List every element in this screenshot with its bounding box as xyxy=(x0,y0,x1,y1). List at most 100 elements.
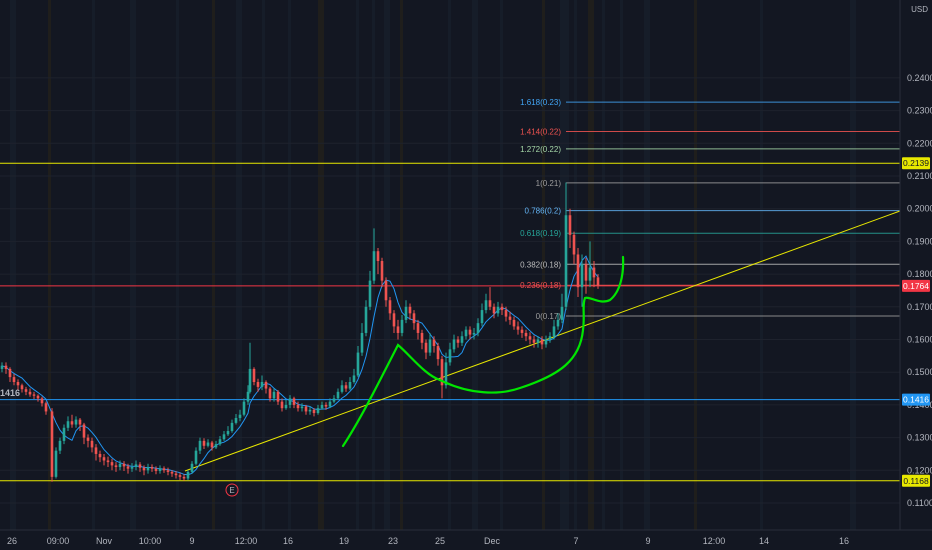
candle-body xyxy=(166,470,170,472)
time-axis[interactable] xyxy=(0,529,932,550)
candle-body xyxy=(324,404,328,407)
candle-body xyxy=(428,339,432,353)
candle-body xyxy=(24,389,28,392)
candle-body xyxy=(412,313,416,324)
candle-body xyxy=(186,471,190,479)
y-tick-label: 0.1200 xyxy=(907,465,932,475)
session-band xyxy=(176,0,179,530)
session-band xyxy=(644,0,650,530)
candle-body xyxy=(134,464,138,468)
candle-body xyxy=(404,306,408,320)
session-band xyxy=(760,0,763,530)
session-band xyxy=(10,0,16,530)
candle-body xyxy=(122,463,126,467)
candle-body xyxy=(70,421,74,425)
candle-body xyxy=(452,339,456,350)
session-band xyxy=(472,0,478,530)
fib-level-label: 0.382(0.18) xyxy=(520,260,561,269)
candle-body xyxy=(464,329,468,337)
candle-body xyxy=(138,464,142,468)
x-tick-label: 12:00 xyxy=(703,536,726,546)
candle-body xyxy=(592,267,596,278)
candle-body xyxy=(376,251,380,262)
fib-level-label: 0.236(0.18) xyxy=(520,281,561,290)
y-tick-label: 0.1100 xyxy=(907,498,932,508)
candle-body xyxy=(182,476,186,479)
candle-body xyxy=(528,336,532,340)
candle-body xyxy=(238,414,242,418)
x-tick-label: 16 xyxy=(283,536,293,546)
candle-body xyxy=(280,401,284,409)
candle-body xyxy=(504,310,508,317)
session-band xyxy=(560,0,566,530)
price-badge xyxy=(902,474,930,487)
candle-body xyxy=(8,368,12,378)
session-band xyxy=(288,0,291,530)
session-band xyxy=(694,0,697,530)
currency-label: USD xyxy=(911,5,928,14)
x-tick-label: 10:00 xyxy=(139,536,162,546)
candle-body xyxy=(50,411,54,477)
fib-level-label: 1.618(0.23) xyxy=(520,98,561,107)
candle-body xyxy=(90,440,94,448)
fib-level-label: 1(0.21) xyxy=(536,179,562,188)
candle-body xyxy=(380,261,384,281)
candle-body xyxy=(158,468,162,471)
candle-body xyxy=(276,391,280,402)
candle-body xyxy=(368,280,372,307)
candle-body xyxy=(560,306,564,320)
candle-body xyxy=(130,467,134,469)
candle-body xyxy=(162,468,166,471)
session-band xyxy=(318,0,324,530)
candle-body xyxy=(388,300,392,314)
candle-body xyxy=(448,349,452,363)
candle-body xyxy=(564,215,568,307)
x-tick-label: 23 xyxy=(388,536,398,546)
session-band xyxy=(588,0,594,530)
price-axis[interactable] xyxy=(899,0,932,530)
candle-body xyxy=(284,404,288,409)
candle-body xyxy=(118,463,122,468)
candle-body xyxy=(460,336,464,343)
session-band xyxy=(566,0,569,530)
candle-body xyxy=(218,439,222,445)
candle-body xyxy=(496,306,500,314)
candle-body xyxy=(400,319,404,333)
candle-body xyxy=(194,450,198,464)
candle-body xyxy=(222,434,226,440)
event-marker-label: E xyxy=(229,486,234,495)
candle-body xyxy=(596,277,600,286)
y-tick-label: 0.2300 xyxy=(907,106,932,116)
candle-body xyxy=(178,475,182,477)
candle-body xyxy=(520,329,524,333)
candle-body xyxy=(146,467,150,471)
candle-body xyxy=(548,336,552,340)
event-marker[interactable]: E xyxy=(225,483,239,497)
candle-body xyxy=(260,382,264,387)
session-band xyxy=(400,0,403,530)
price-badge-label: 0.2139 xyxy=(903,158,929,168)
candle-body xyxy=(356,352,360,376)
candle-body xyxy=(198,440,202,451)
candle-body xyxy=(226,431,230,435)
candle-body xyxy=(154,468,158,471)
price-badge-label: 0.1168 xyxy=(903,476,929,486)
candle-body xyxy=(416,323,420,333)
candle-body xyxy=(540,339,544,345)
y-tick-label: 0.1500 xyxy=(907,367,932,377)
y-tick-label: 0.1600 xyxy=(907,335,932,345)
time-axis-ticks: 26 09:00 Nov 10:00 9 12:00 16 19 23 25 Dec 7 9 12:00 1… xyxy=(7,536,849,546)
candle-body xyxy=(396,326,400,333)
candle-body xyxy=(272,391,276,399)
session-band xyxy=(212,0,215,530)
session-band xyxy=(602,0,605,530)
candle-body xyxy=(214,444,218,448)
candle-body xyxy=(264,382,268,389)
candle-body xyxy=(532,339,536,343)
fib-level-label: 0.786(0.2) xyxy=(525,207,562,216)
price-badges: 0.2139 0.1764 0.1416 0.1168 xyxy=(902,157,930,487)
candle-body xyxy=(16,382,20,386)
price-badge xyxy=(902,393,930,406)
price-badge-label: 0.1416 xyxy=(903,395,929,405)
